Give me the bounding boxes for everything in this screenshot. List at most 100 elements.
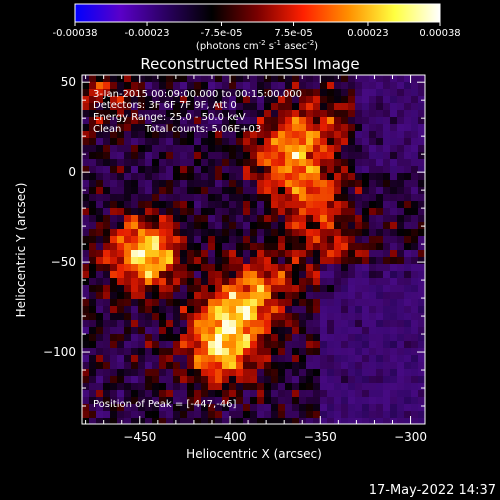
heatmap-cell — [404, 152, 412, 160]
heatmap-cell — [110, 264, 118, 272]
heatmap-cell — [348, 376, 356, 384]
heatmap-cell — [159, 271, 167, 279]
heatmap-cell — [278, 376, 286, 384]
heatmap-cell — [383, 383, 391, 391]
heatmap-cell — [82, 236, 90, 244]
heatmap-cell — [89, 145, 97, 153]
heatmap-cell — [180, 404, 188, 412]
heatmap-cell — [404, 390, 412, 398]
heatmap-cell — [82, 334, 90, 342]
heatmap-cell — [376, 243, 384, 251]
heatmap-cell — [383, 138, 391, 146]
heatmap-cell — [103, 194, 111, 202]
x-tick-label: −450 — [123, 430, 156, 444]
heatmap-cell — [306, 243, 314, 251]
heatmap-cell — [362, 271, 370, 279]
heatmap-cell — [411, 264, 419, 272]
heatmap-cell — [222, 334, 230, 342]
heatmap-cell — [117, 138, 125, 146]
heatmap-cell — [138, 187, 146, 195]
heatmap-cell — [194, 327, 202, 335]
heatmap-cell — [131, 187, 139, 195]
heatmap-cell — [180, 145, 188, 153]
heatmap-cell — [411, 250, 419, 258]
heatmap-cell — [320, 222, 328, 230]
heatmap-cell — [131, 320, 139, 328]
heatmap-cell — [383, 117, 391, 125]
heatmap-cell — [173, 306, 181, 314]
heatmap-cell — [152, 145, 160, 153]
heatmap-cell — [250, 306, 258, 314]
heatmap-cell — [264, 369, 272, 377]
heatmap-cell — [264, 299, 272, 307]
heatmap-cell — [187, 334, 195, 342]
heatmap-cell — [82, 187, 90, 195]
heatmap-cell — [355, 82, 363, 90]
heatmap-cell — [222, 159, 230, 167]
heatmap-cell — [362, 229, 370, 237]
heatmap-cell — [180, 166, 188, 174]
heatmap-cell — [341, 299, 349, 307]
heatmap-cell — [257, 138, 265, 146]
heatmap-cell — [299, 138, 307, 146]
heatmap-cell — [390, 166, 398, 174]
heatmap-cell — [278, 194, 286, 202]
heatmap-cell — [341, 390, 349, 398]
heatmap-cell — [390, 264, 398, 272]
heatmap-cell — [390, 187, 398, 195]
heatmap-cell — [138, 117, 146, 125]
heatmap-cell — [166, 243, 174, 251]
heatmap-cell — [229, 96, 237, 104]
heatmap-cell — [411, 166, 419, 174]
heatmap-cell — [285, 173, 293, 181]
heatmap-cell — [306, 166, 314, 174]
heatmap-cell — [201, 180, 209, 188]
heatmap-cell — [208, 145, 216, 153]
heatmap-cell — [397, 348, 405, 356]
heatmap-cell — [110, 103, 118, 111]
heatmap-cell — [250, 194, 258, 202]
heatmap-cell — [369, 271, 377, 279]
heatmap-cell — [243, 397, 251, 405]
heatmap-cell — [243, 376, 251, 384]
heatmap-cell — [194, 292, 202, 300]
heatmap-cell — [257, 278, 265, 286]
heatmap-cell — [250, 327, 258, 335]
heatmap-cell — [187, 89, 195, 97]
heatmap-cell — [306, 250, 314, 258]
heatmap-cell — [236, 348, 244, 356]
heatmap-cell — [271, 194, 279, 202]
heatmap-cell — [82, 194, 90, 202]
heatmap-cell — [152, 334, 160, 342]
heatmap-cell — [194, 355, 202, 363]
heatmap-cell — [250, 229, 258, 237]
heatmap-cell — [145, 334, 153, 342]
heatmap-cell — [348, 110, 356, 118]
heatmap-cell — [215, 376, 223, 384]
heatmap-cell — [271, 362, 279, 370]
heatmap-cell — [334, 369, 342, 377]
heatmap-cell — [187, 397, 195, 405]
heatmap-cell — [362, 138, 370, 146]
heatmap-cell — [131, 362, 139, 370]
heatmap-cell — [110, 152, 118, 160]
heatmap-cell — [110, 418, 118, 424]
heatmap-cell — [418, 369, 425, 377]
heatmap-cell — [180, 243, 188, 251]
heatmap-cell — [348, 89, 356, 97]
heatmap-cell — [180, 89, 188, 97]
colorbar-tick-label: 0.00038 — [419, 28, 460, 39]
heatmap-cell — [159, 159, 167, 167]
heatmap-cell — [397, 390, 405, 398]
heatmap-cell — [229, 271, 237, 279]
heatmap-cell — [341, 341, 349, 349]
heatmap-cell — [299, 320, 307, 328]
heatmap-cell — [390, 355, 398, 363]
heatmap-cell — [131, 89, 139, 97]
heatmap-cell — [180, 264, 188, 272]
heatmap-cell — [369, 418, 377, 424]
heatmap-cell — [187, 404, 195, 412]
heatmap-cell — [327, 222, 335, 230]
heatmap-cell — [313, 334, 321, 342]
heatmap-cell — [166, 152, 174, 160]
